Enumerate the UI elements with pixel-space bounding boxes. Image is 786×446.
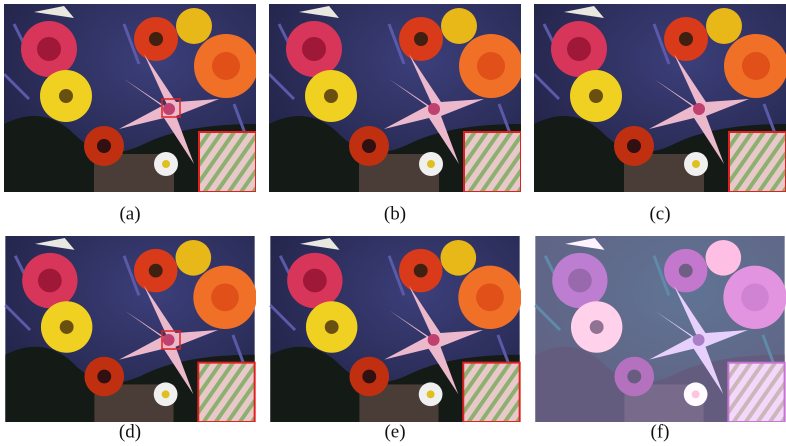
zoom-region [161, 98, 181, 118]
panel-caption: (a) [119, 203, 140, 224]
panel-caption: (e) [384, 421, 405, 442]
panel-caption: (d) [119, 421, 141, 442]
zoom-region [161, 330, 181, 350]
panel-image [534, 4, 786, 192]
panel-image [534, 236, 786, 422]
panel-caption: (f) [651, 421, 670, 442]
panel-image [4, 236, 256, 422]
panel-caption: (b) [384, 203, 406, 224]
panel-image [269, 236, 521, 422]
panel-image [4, 4, 256, 192]
panel-image [269, 4, 521, 192]
panel-caption: (c) [649, 203, 670, 224]
